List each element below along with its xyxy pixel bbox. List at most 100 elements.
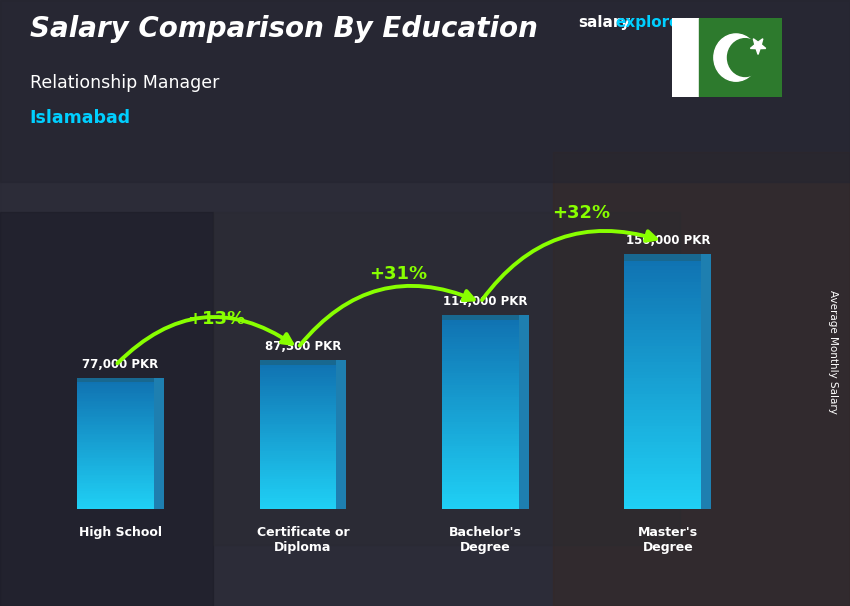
Bar (442, 470, 518, 473)
Bar (259, 396, 337, 398)
Bar (259, 504, 337, 505)
Bar (259, 472, 337, 474)
Bar (625, 276, 701, 279)
Bar (77, 393, 154, 395)
Bar (77, 384, 154, 386)
Bar (77, 455, 154, 456)
Bar (442, 458, 518, 461)
Bar (0, 212, 212, 606)
Bar (442, 424, 518, 427)
Text: +31%: +31% (369, 265, 428, 283)
Bar (625, 349, 701, 353)
Bar (259, 468, 337, 470)
Bar (625, 375, 701, 378)
Bar (442, 388, 518, 390)
Bar (625, 436, 701, 439)
Bar (442, 473, 518, 475)
Bar (259, 392, 337, 394)
Bar (77, 465, 154, 467)
Bar (77, 470, 154, 471)
Bar (625, 362, 701, 365)
Bar (212, 212, 680, 545)
Bar (625, 454, 701, 458)
Bar (625, 340, 701, 343)
Bar (625, 458, 701, 461)
Bar (442, 327, 518, 330)
Bar (625, 359, 701, 362)
Bar (259, 368, 337, 370)
Bar (259, 398, 337, 399)
Bar (77, 496, 154, 498)
Bar (442, 487, 518, 490)
Bar (259, 375, 337, 377)
Bar (259, 459, 337, 461)
Bar (259, 388, 337, 390)
Bar (442, 453, 518, 456)
Bar (77, 427, 154, 428)
Bar (442, 502, 518, 504)
Bar (259, 431, 337, 433)
Bar (259, 403, 337, 405)
Bar (259, 435, 337, 436)
Circle shape (728, 39, 762, 76)
Text: 150,000 PKR: 150,000 PKR (626, 233, 710, 247)
Bar (77, 456, 154, 458)
Bar (442, 337, 518, 339)
Bar (625, 295, 701, 298)
Bar (77, 402, 154, 404)
Bar (625, 273, 701, 276)
Text: 114,000 PKR: 114,000 PKR (443, 295, 528, 308)
Bar (259, 507, 337, 509)
Bar (625, 388, 701, 391)
Bar (442, 429, 518, 431)
Bar (442, 480, 518, 482)
Bar (442, 381, 518, 383)
Bar (625, 333, 701, 336)
Bar (259, 407, 337, 408)
Bar (442, 347, 518, 349)
Bar (625, 311, 701, 315)
Bar (442, 359, 518, 361)
Bar (442, 361, 518, 364)
Bar (77, 437, 154, 439)
Bar (442, 371, 518, 373)
Bar (259, 384, 337, 387)
Bar (77, 411, 154, 412)
Bar (259, 362, 337, 364)
Bar (625, 308, 701, 311)
Bar (625, 474, 701, 477)
Bar (77, 445, 154, 447)
Bar (442, 393, 518, 395)
Bar (442, 431, 518, 434)
Bar (442, 410, 518, 412)
Bar (77, 399, 154, 401)
Bar (259, 474, 337, 476)
Bar (259, 436, 337, 438)
Bar (442, 494, 518, 497)
Bar (625, 288, 701, 292)
Bar (442, 475, 518, 478)
Circle shape (714, 34, 758, 81)
Bar (259, 502, 337, 504)
Polygon shape (701, 253, 711, 509)
Bar (259, 446, 337, 448)
Bar (442, 356, 518, 359)
Bar (259, 364, 337, 366)
Bar (625, 356, 701, 359)
Bar (442, 451, 518, 453)
Bar (625, 365, 701, 368)
Bar (625, 343, 701, 346)
Bar (77, 424, 154, 425)
Bar (442, 330, 518, 332)
Text: .com: .com (683, 15, 723, 30)
Bar (259, 377, 337, 379)
Bar (259, 490, 337, 492)
Bar (259, 455, 337, 457)
Bar (77, 416, 154, 417)
Bar (77, 417, 154, 419)
Bar (77, 379, 154, 381)
Bar (77, 434, 154, 435)
Bar (625, 493, 701, 496)
Bar (259, 450, 337, 451)
Bar (442, 422, 518, 424)
